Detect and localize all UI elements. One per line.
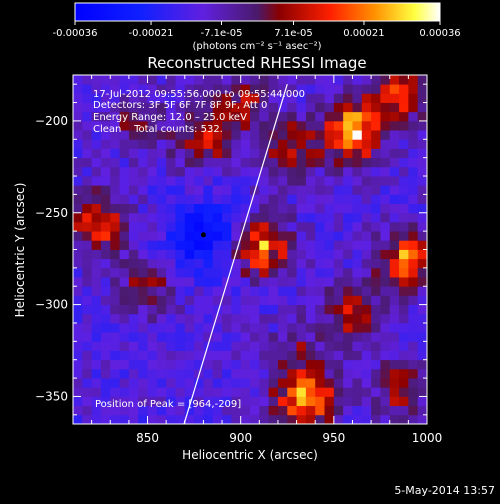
solar-limb-line: [183, 84, 288, 424]
colorbar-tick-label: -0.00021: [129, 28, 174, 39]
annotation-detectors: Detectors: 3F 5F 6F 7F 8F 9F, Att 0: [93, 100, 267, 111]
annotation-clean: Clean Total counts: 532.: [93, 124, 223, 135]
colorbar-tick-label: -7.1e-05: [201, 28, 243, 39]
annotation-time-range: 17-Jul-2012 09:55:56.000 to 09:55:44.000: [93, 89, 305, 100]
peak-position-label: Position of Peak = [964,-209]: [95, 399, 241, 410]
date-stamp: 5-May-2014 13:57: [394, 484, 495, 497]
colorbar-gradient: [75, 3, 440, 21]
colorbar: -0.00036 -0.00021 -7.1e-05 7.1e-05 0.00021 0.…: [53, 2, 461, 52]
x-tick-label: 850: [136, 431, 159, 445]
colorbar-tick-label: -0.00036: [53, 28, 98, 39]
heatmap-image: [73, 75, 427, 424]
flux-minimum-marker: [200, 232, 206, 238]
y-axis-label: Heliocentric Y (arcsec): [13, 183, 27, 318]
chart-title: Reconstructed RHESSI Image: [147, 54, 366, 72]
y-tick-label: −350: [35, 389, 68, 403]
y-tick-label: −250: [35, 206, 68, 220]
y-tick-label: −200: [35, 114, 68, 128]
x-tick-label: 950: [322, 431, 345, 445]
colorbar-units: (photons cm⁻² s⁻¹ asec⁻²): [192, 41, 321, 52]
annotation-energy: Energy Range: 12.0 – 25.0 keV: [93, 112, 247, 123]
x-tick-label: 1000: [412, 431, 443, 445]
x-tick-label: 900: [229, 431, 252, 445]
colorbar-frame: [74, 2, 441, 22]
annotation-block: 17-Jul-2012 09:55:56.000 to 09:55:44.000…: [93, 89, 305, 135]
colorbar-tick-label: 0.00036: [419, 28, 460, 39]
axes: 850 900 950 1000 −350 −300 −250 −200: [35, 75, 442, 445]
y-tick-label: −300: [35, 298, 68, 312]
x-axis-label: Heliocentric X (arcsec): [182, 448, 318, 462]
colorbar-tick-label: 0.00021: [343, 28, 384, 39]
colorbar-tick-label: 7.1e-05: [274, 28, 312, 39]
